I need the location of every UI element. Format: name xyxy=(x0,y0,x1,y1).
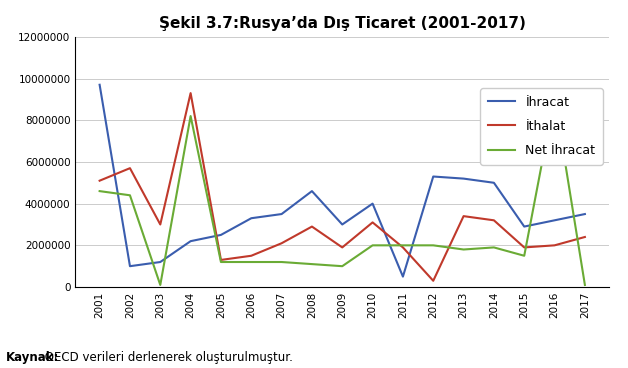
İthalat xyxy=(521,245,528,250)
İhracat xyxy=(460,176,467,181)
Net İhracat xyxy=(126,193,134,198)
İthalat xyxy=(581,235,588,239)
İhracat xyxy=(308,189,316,193)
İthalat xyxy=(278,241,285,245)
Net İhracat xyxy=(369,243,376,248)
İthalat xyxy=(551,243,558,248)
Net İhracat xyxy=(308,262,316,266)
İhracat xyxy=(521,224,528,229)
İthalat xyxy=(156,222,164,227)
Net İhracat xyxy=(399,243,407,248)
Net İhracat xyxy=(187,114,195,118)
İthalat xyxy=(308,224,316,229)
İhracat xyxy=(490,181,497,185)
İhracat xyxy=(369,201,376,206)
Net İhracat xyxy=(217,260,225,264)
Line: Net İhracat: Net İhracat xyxy=(100,97,585,285)
İhracat xyxy=(247,216,255,220)
İhracat xyxy=(338,222,346,227)
İhracat xyxy=(96,82,104,87)
Net İhracat xyxy=(247,260,255,264)
Legend: İhracat, İthalat, Net İhracat: İhracat, İthalat, Net İhracat xyxy=(480,88,603,164)
Net İhracat xyxy=(581,283,588,287)
Line: İhracat: İhracat xyxy=(100,85,585,277)
Title: Şekil 3.7:Rusya’da Dış Ticaret (2001-2017): Şekil 3.7:Rusya’da Dış Ticaret (2001-201… xyxy=(159,17,526,32)
İhracat xyxy=(399,275,407,279)
Text: OECD verileri derlenerek oluşturulmuştur.: OECD verileri derlenerek oluşturulmuştur… xyxy=(41,351,293,364)
İthalat xyxy=(96,178,104,183)
Text: Kaynak:: Kaynak: xyxy=(6,351,60,364)
İhracat xyxy=(156,260,164,264)
İthalat xyxy=(399,245,407,250)
Net İhracat xyxy=(278,260,285,264)
İthalat xyxy=(217,258,225,262)
İthalat xyxy=(430,279,437,283)
İhracat xyxy=(430,174,437,179)
İhracat xyxy=(126,264,134,268)
Net İhracat xyxy=(96,189,104,193)
İhracat xyxy=(187,239,195,243)
İhracat xyxy=(278,212,285,216)
Net İhracat xyxy=(551,95,558,99)
İhracat xyxy=(217,233,225,237)
İthalat xyxy=(187,91,195,95)
İthalat xyxy=(490,218,497,223)
Net İhracat xyxy=(521,254,528,258)
Net İhracat xyxy=(156,283,164,287)
Line: İthalat: İthalat xyxy=(100,93,585,281)
İthalat xyxy=(247,254,255,258)
Net İhracat xyxy=(460,247,467,252)
Net İhracat xyxy=(490,245,497,250)
İthalat xyxy=(126,166,134,170)
İthalat xyxy=(338,245,346,250)
Net İhracat xyxy=(430,243,437,248)
İhracat xyxy=(581,212,588,216)
İthalat xyxy=(369,220,376,224)
İhracat xyxy=(551,218,558,223)
İthalat xyxy=(460,214,467,218)
Net İhracat xyxy=(338,264,346,268)
